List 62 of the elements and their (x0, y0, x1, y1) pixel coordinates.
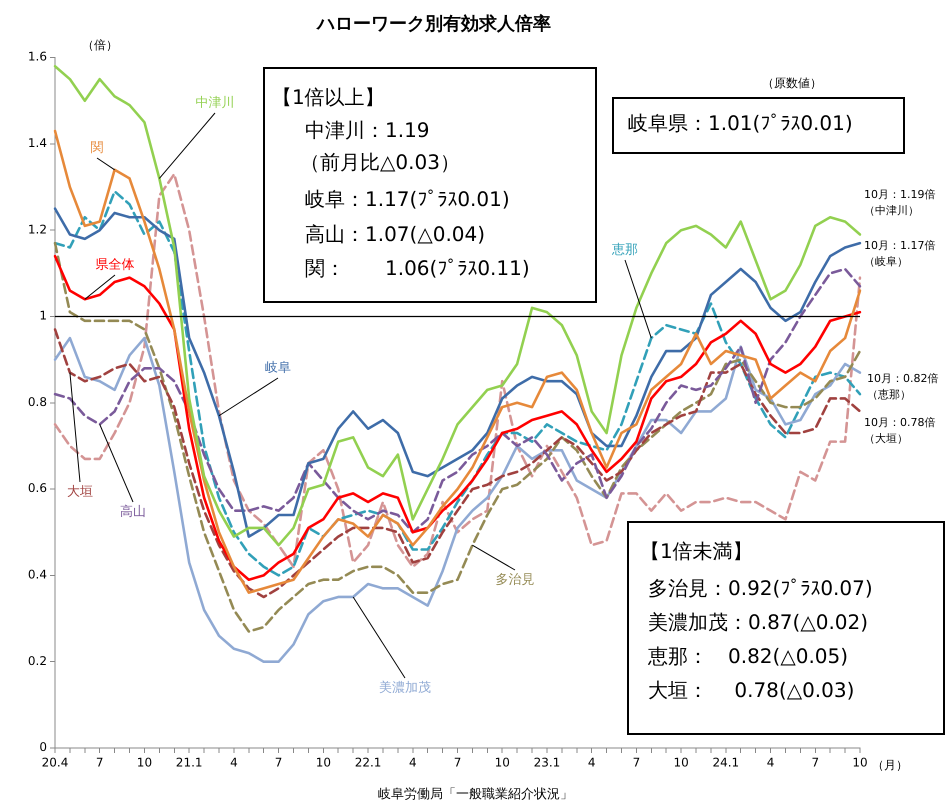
y-tick-label: 0.8 (28, 394, 47, 409)
text: 岐阜 (265, 360, 291, 376)
text: 恵那 (611, 242, 638, 258)
x-tick-label: 7 (274, 755, 282, 770)
y-axis-title: （倍） (82, 38, 118, 52)
text: 10月：1.19倍 (864, 188, 936, 202)
annotation: 岐阜：1.17(ﾌﾟﾗｽ0.01) (305, 186, 510, 212)
x-tick-label: 23.1 (534, 755, 560, 770)
annotation: 恵那： 0.82(△0.05) (648, 643, 848, 669)
annotation: 中津川：1.19 (305, 117, 430, 143)
x-tick-label: 7 (811, 755, 820, 770)
text: 高山 (120, 503, 146, 520)
annotation: 岐阜県：1.01(ﾌﾟﾗｽ0.01) (628, 110, 853, 136)
text: 岐阜労働局「一般職業紹介状況」 (377, 787, 574, 804)
x-tick-label: 7 (454, 755, 462, 770)
x-tick-label: 10 (673, 755, 689, 770)
x-tick-label: 10 (136, 755, 152, 770)
x-tick-label: 7 (96, 755, 104, 770)
text: 多治見 (496, 572, 534, 588)
series-label: 県全体 (96, 257, 134, 272)
annotation: （原数値） (762, 76, 822, 92)
x-tick-label: 10 (494, 755, 510, 770)
text: 10月：0.82倍 (867, 372, 938, 386)
x-axis-title: （月） (872, 758, 908, 772)
text: （岐阜） (864, 255, 908, 270)
chart-title: ハローワーク別有効求人倍率 (315, 13, 551, 34)
annotation: 【1倍以上】 (272, 84, 385, 110)
y-tick-label: 1.6 (28, 50, 47, 64)
annotation: 大垣： 0.78(△0.03) (648, 677, 854, 703)
x-tick-label: 4 (588, 755, 596, 770)
text: 10月：1.17倍 (864, 239, 936, 254)
y-tick-label: 1.4 (28, 136, 47, 150)
text: 大垣 (67, 484, 93, 500)
y-tick-label: 0.2 (28, 654, 47, 668)
y-tick-label: 0.4 (28, 568, 47, 582)
x-tick-label: 20.4 (42, 755, 68, 770)
x-tick-label: 21.1 (176, 755, 203, 770)
x-tick-label: 4 (230, 755, 238, 770)
text: （恵那） (867, 388, 911, 402)
annotation: （前月比△0.03） (300, 149, 460, 175)
y-tick-label: 0 (39, 740, 47, 754)
x-tick-label: 22.1 (354, 755, 382, 770)
x-tick-label: 4 (408, 755, 417, 770)
annotation: 多治見：0.92(ﾌﾟﾗｽ0.07) (648, 575, 873, 601)
x-tick-label: 24.1 (712, 755, 740, 770)
y-tick-label: 1.2 (28, 222, 47, 236)
text: （中津川） (864, 204, 919, 218)
y-tick-label: 0.6 (28, 481, 47, 496)
annotation: 【1倍未満】 (640, 538, 753, 564)
x-tick-label: 4 (766, 755, 774, 770)
annotation: 美濃加茂：0.87(△0.02) (648, 609, 868, 635)
x-tick-label: 10 (852, 755, 868, 770)
text: 美濃加茂 (379, 679, 431, 696)
text: 中津川 (196, 95, 234, 110)
y-tick-label: 1 (39, 308, 47, 323)
annotation: 関： 1.06(ﾌﾟﾗｽ0.11) (305, 255, 530, 281)
text: （大垣） (864, 432, 908, 446)
text: 10月：0.78倍 (864, 416, 936, 430)
series-label: 関 (90, 140, 104, 156)
x-tick-label: 10 (316, 755, 331, 770)
annotation: 高山：1.07(△0.04) (305, 221, 486, 247)
x-tick-label: 7 (632, 755, 640, 770)
